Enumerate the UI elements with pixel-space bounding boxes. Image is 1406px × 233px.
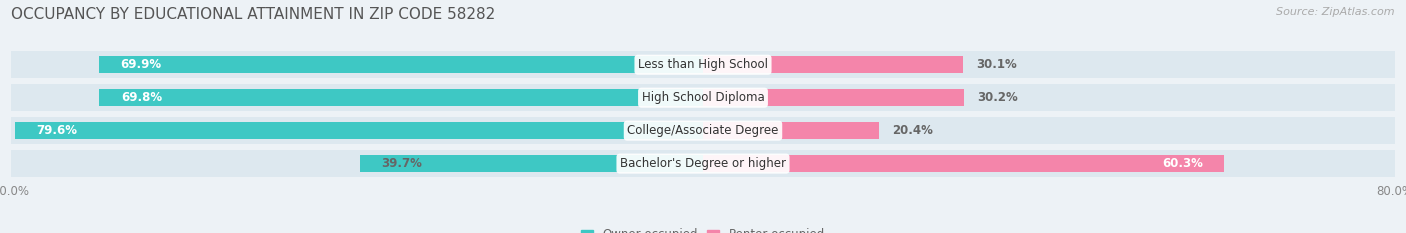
- Bar: [11, 117, 703, 144]
- Bar: [703, 51, 1395, 78]
- Text: High School Diploma: High School Diploma: [641, 91, 765, 104]
- Bar: [11, 51, 703, 78]
- Bar: [14, 122, 703, 139]
- Text: College/Associate Degree: College/Associate Degree: [627, 124, 779, 137]
- Text: 60.3%: 60.3%: [1161, 157, 1202, 170]
- Text: 39.7%: 39.7%: [381, 157, 422, 170]
- Text: 79.6%: 79.6%: [37, 124, 77, 137]
- Bar: [11, 150, 703, 177]
- Legend: Owner-occupied, Renter-occupied: Owner-occupied, Renter-occupied: [576, 224, 830, 233]
- Text: Less than High School: Less than High School: [638, 58, 768, 71]
- Bar: [98, 56, 703, 73]
- Text: Bachelor's Degree or higher: Bachelor's Degree or higher: [620, 157, 786, 170]
- Text: OCCUPANCY BY EDUCATIONAL ATTAINMENT IN ZIP CODE 58282: OCCUPANCY BY EDUCATIONAL ATTAINMENT IN Z…: [11, 7, 495, 22]
- Bar: [703, 89, 965, 106]
- Bar: [703, 117, 1395, 144]
- Text: 30.2%: 30.2%: [977, 91, 1018, 104]
- Bar: [703, 150, 1395, 177]
- Bar: [703, 122, 879, 139]
- Bar: [100, 89, 703, 106]
- Text: 30.1%: 30.1%: [976, 58, 1017, 71]
- Text: 69.9%: 69.9%: [120, 58, 162, 71]
- Bar: [360, 155, 703, 172]
- Text: 69.8%: 69.8%: [121, 91, 162, 104]
- Bar: [703, 84, 1395, 111]
- Bar: [703, 155, 1225, 172]
- Text: Source: ZipAtlas.com: Source: ZipAtlas.com: [1277, 7, 1395, 17]
- Text: 20.4%: 20.4%: [893, 124, 934, 137]
- Bar: [11, 84, 703, 111]
- Bar: [703, 56, 963, 73]
